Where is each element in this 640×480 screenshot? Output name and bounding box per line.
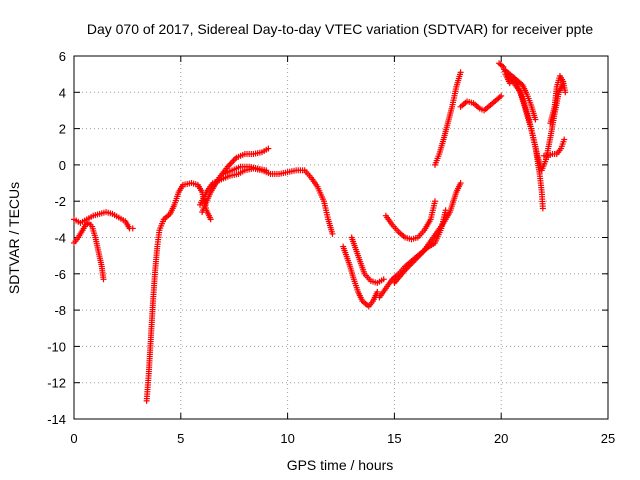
chart-title: Day 070 of 2017, Sidereal Day-to-day VTE… [87,21,594,37]
x-tick-label: 25 [601,431,615,446]
x-tick-label: 5 [177,431,184,446]
data-point [263,167,270,174]
x-tick-label: 15 [387,431,401,446]
x-tick-label: 10 [280,431,294,446]
data-point [532,116,539,123]
y-tick-label: 0 [59,158,66,173]
data-point [129,225,136,232]
x-tick-label: 0 [70,431,77,446]
y-tick-label: -10 [47,339,66,354]
data-point [329,230,336,237]
y-tick-label: 4 [59,85,66,100]
data-point [457,69,464,76]
data-point [100,276,107,283]
data-point [431,198,438,205]
data-point [380,276,387,283]
axis-ticks: 0 5 10 15 20 25 -14 -12 -10 -8 -6 -4 -2 0 2 4 6 [47,49,615,446]
grid-lines [74,56,608,419]
y-axis-label: SDTVAR / TECUs [6,182,22,294]
data-point [561,136,568,143]
y-tick-label: -8 [54,303,66,318]
data-point [442,207,449,214]
y-tick-label: -6 [54,267,66,282]
y-tick-label: -12 [47,376,66,391]
data-point [265,145,272,152]
y-tick-label: -4 [54,231,66,246]
y-tick-label: -14 [47,412,66,427]
data-point [498,92,505,99]
data-point [562,89,569,96]
y-tick-label: 2 [59,122,66,137]
x-tick-label: 20 [494,431,508,446]
data-point [374,288,381,295]
data-points [71,60,569,404]
data-point [457,180,464,187]
y-tick-label: -2 [54,194,66,209]
x-axis-label: GPS time / hours [287,457,394,473]
y-tick-label: 6 [59,49,66,64]
data-point [207,216,214,223]
data-point [539,205,546,212]
